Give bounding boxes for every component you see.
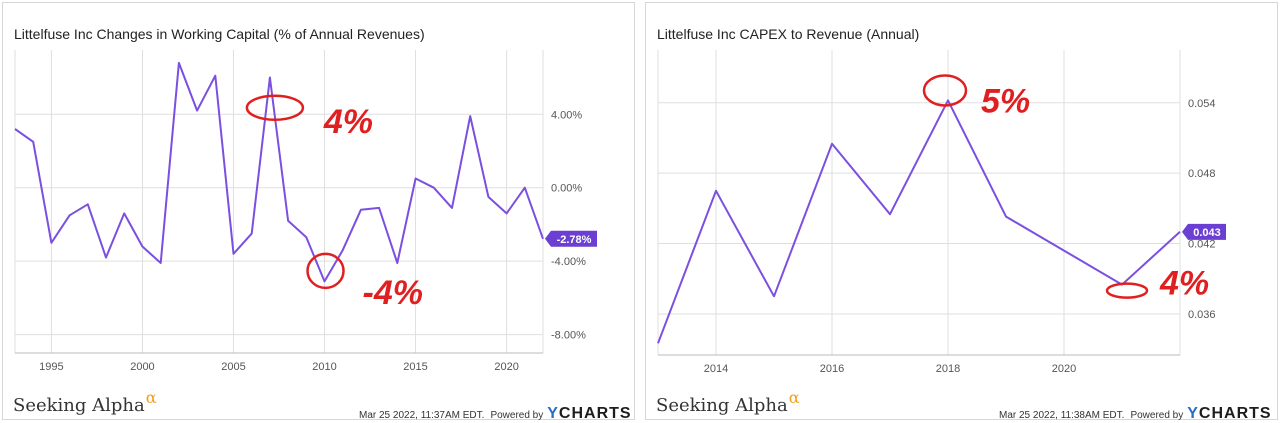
- chart-title: Littelfuse Inc Changes in Working Capita…: [14, 26, 425, 42]
- capex-chart: 2014 2016 2018 2020 0.054 0.048 0.042 0.036 0.04…: [657, 50, 1226, 375]
- chart-title: Littelfuse Inc CAPEX to Revenue (Annual): [657, 26, 920, 42]
- annotation-label: 5%: [981, 82, 1030, 120]
- x-tick-label: 2000: [130, 361, 154, 373]
- x-tick-label: 2020: [1052, 363, 1076, 375]
- x-tick-label: 2010: [312, 361, 336, 373]
- x-tick-label: 2014: [704, 363, 728, 375]
- annotation-label: -4%: [363, 274, 423, 312]
- annotation-ellipse: [1105, 282, 1149, 299]
- x-tick-label: 2015: [403, 361, 427, 373]
- working-capital-chart: 1995 2000 2005 2010 2015 2020 4.00% 0.00% -4.00%…: [14, 50, 597, 373]
- ycharts-logo: YCHARTS: [1187, 405, 1272, 422]
- annotation-ellipse: [306, 252, 345, 290]
- seeking-alpha-logo: Seeking Alphaα: [13, 388, 157, 416]
- seeking-alpha-logo: Seeking Alphaα: [656, 388, 800, 416]
- y-tick-label: -4.00%: [551, 256, 586, 268]
- series-line: [14, 61, 544, 283]
- last-value-label: 0.043: [1193, 227, 1221, 239]
- last-value-badge: [545, 230, 597, 247]
- series-line: [657, 99, 1181, 344]
- chart-panel-working-capital: Littelfuse Inc Changes in Working Capita…: [2, 2, 635, 422]
- y-tick-label: 0.042: [1188, 239, 1216, 251]
- footer-timestamp: Mar 25 2022, 11:38AM EDT. Powered by YCHAR…: [999, 405, 1272, 422]
- y-tick-label: 0.054: [1188, 98, 1216, 110]
- y-tick-label: 4.00%: [551, 109, 582, 121]
- x-tick-label: 2020: [494, 361, 518, 373]
- annotation-ellipse: [245, 94, 305, 122]
- footer-timestamp: Mar 25 2022, 11:37AM EDT. Powered by YCHAR…: [359, 405, 632, 422]
- ycharts-logo: YCHARTS: [547, 405, 632, 422]
- chart-panel-capex: Littelfuse Inc CAPEX to Revenue (Annual)…: [645, 2, 1278, 422]
- y-tick-label: 0.036: [1188, 309, 1216, 321]
- annotation-ellipse: [922, 74, 968, 107]
- y-tick-label: -8.00%: [551, 330, 586, 342]
- annotation-label: 4%: [323, 103, 373, 141]
- x-tick-label: 2018: [936, 363, 960, 375]
- x-tick-label: 2005: [221, 361, 245, 373]
- y-tick-label: 0.00%: [551, 183, 582, 195]
- y-tick-label: 0.048: [1188, 168, 1216, 180]
- last-value-label: -2.78%: [557, 234, 592, 246]
- annotation-label: 4%: [1159, 265, 1209, 303]
- last-value-badge: [1182, 223, 1226, 240]
- x-tick-label: 1995: [39, 361, 63, 373]
- x-tick-label: 2016: [820, 363, 844, 375]
